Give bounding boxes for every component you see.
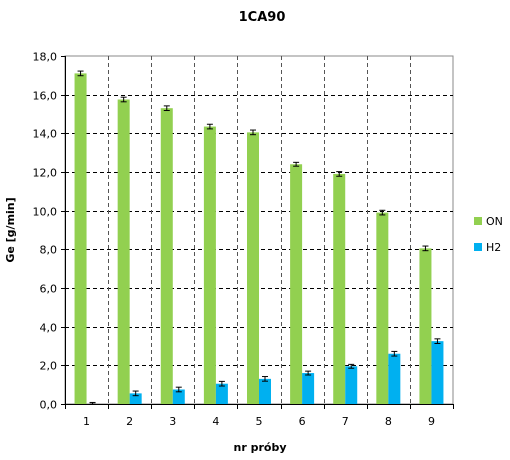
bar-on xyxy=(160,108,173,404)
bar-h2 xyxy=(388,353,401,404)
x-tick-label: 7 xyxy=(342,415,349,428)
legend-swatch-on xyxy=(474,217,482,225)
bar-h2 xyxy=(302,373,315,404)
legend-label-h2: H2 xyxy=(486,241,501,254)
y-axis-label: Ge [g/min] xyxy=(4,197,17,262)
legend-swatch-h2 xyxy=(474,243,482,251)
x-tick-label: 9 xyxy=(428,415,435,428)
y-tick-label: 6,0 xyxy=(40,283,58,296)
chart-title: 1CA90 xyxy=(239,10,286,25)
x-tick-label: 4 xyxy=(212,415,219,428)
y-tick-label: 18,0 xyxy=(33,51,58,64)
bar-h2 xyxy=(215,383,228,404)
y-tick-label: 0,0 xyxy=(40,399,58,412)
bar-on xyxy=(247,132,259,404)
bar-on xyxy=(376,212,389,404)
bar-h2 xyxy=(431,341,444,404)
axes: 0,0 2,0 4,0 6,0 8,0 10,0 12,0 14,0 16,0 18,0 1 2 3 4 5… xyxy=(33,51,454,428)
x-tick-label: 1 xyxy=(83,415,90,428)
bars xyxy=(74,70,444,405)
bar-on xyxy=(290,164,303,404)
y-tick-label: 8,0 xyxy=(40,244,58,257)
x-tick-label: 2 xyxy=(126,415,133,428)
bar-on xyxy=(333,173,346,404)
bar-h2 xyxy=(172,389,185,404)
y-tick-label: 10,0 xyxy=(33,206,58,219)
legend: ON H2 xyxy=(474,215,503,254)
legend-label-on: ON xyxy=(486,215,503,228)
x-tick-label: 8 xyxy=(385,415,392,428)
y-tick-label: 16,0 xyxy=(33,90,58,103)
bar-h2 xyxy=(345,366,358,404)
bar-h2 xyxy=(129,393,142,404)
x-tick-label: 3 xyxy=(169,415,176,428)
y-tick-label: 12,0 xyxy=(33,167,58,180)
bar-h2 xyxy=(259,378,271,404)
x-tick-label: 5 xyxy=(256,415,263,428)
y-tick-label: 4,0 xyxy=(40,322,58,335)
x-tick-label: 6 xyxy=(299,415,306,428)
bar-on xyxy=(74,73,87,405)
x-axis-label: nr próby xyxy=(234,441,287,454)
bar-on xyxy=(419,248,432,404)
bar-on xyxy=(203,126,216,405)
y-tick-label: 2,0 xyxy=(40,360,58,373)
y-tick-label: 14,0 xyxy=(33,128,58,141)
bar-on xyxy=(117,99,130,404)
